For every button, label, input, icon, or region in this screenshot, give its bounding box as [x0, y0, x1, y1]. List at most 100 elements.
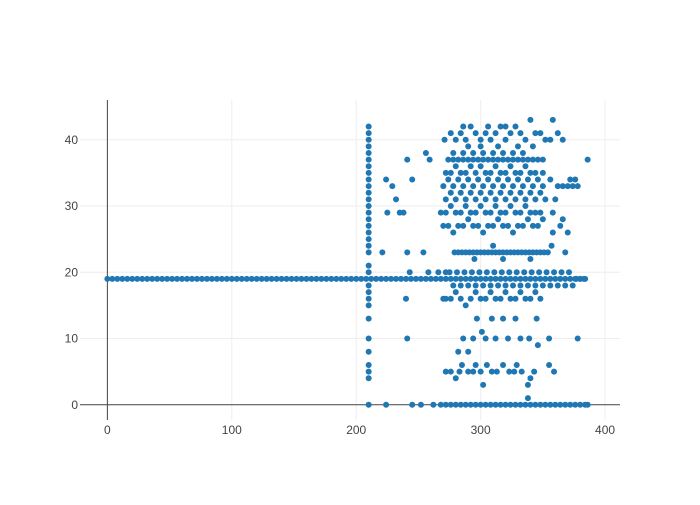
x-tick-label: 0 — [104, 423, 111, 437]
data-point — [243, 275, 250, 282]
data-point — [467, 123, 474, 130]
data-point — [514, 176, 521, 183]
data-point — [559, 183, 566, 190]
data-point — [233, 275, 240, 282]
data-point — [549, 229, 556, 236]
data-point — [440, 183, 447, 190]
data-point — [365, 130, 372, 137]
data-point — [497, 169, 504, 176]
x-tick-labels: 0 100 200 300 400 — [104, 423, 615, 437]
data-point — [537, 275, 544, 282]
data-point — [293, 275, 300, 282]
data-point — [437, 401, 444, 408]
data-point — [500, 315, 507, 322]
data-point — [502, 196, 509, 203]
data-point — [467, 163, 474, 170]
data-point — [512, 196, 519, 203]
data-point — [482, 196, 489, 203]
data-point — [258, 275, 265, 282]
data-point — [507, 203, 514, 210]
data-point — [365, 216, 372, 223]
data-point — [477, 401, 484, 408]
data-point — [442, 295, 449, 302]
data-point — [213, 275, 220, 282]
data-point — [512, 209, 519, 216]
data-point — [442, 401, 449, 408]
data-point — [457, 209, 464, 216]
data-point — [365, 196, 372, 203]
data-point — [457, 169, 464, 176]
data-point — [549, 116, 556, 123]
data-point — [548, 242, 555, 249]
data-point — [485, 222, 492, 229]
data-point — [488, 368, 495, 375]
data-point — [534, 176, 541, 183]
data-point — [119, 275, 126, 282]
data-point — [422, 275, 429, 282]
data-point — [539, 169, 546, 176]
data-point — [480, 381, 487, 388]
data-point — [527, 275, 534, 282]
data-point — [452, 289, 459, 296]
data-point — [442, 275, 449, 282]
data-point — [402, 275, 409, 282]
data-point — [456, 368, 463, 375]
data-point — [558, 269, 565, 276]
data-point — [470, 335, 477, 342]
data-point — [557, 275, 564, 282]
data-point — [338, 275, 345, 282]
data-point — [426, 156, 433, 163]
data-point — [537, 130, 544, 137]
data-point — [467, 189, 474, 196]
data-point — [477, 136, 484, 143]
data-point — [542, 136, 549, 143]
data-point — [472, 289, 479, 296]
data-point — [524, 381, 531, 388]
data-point — [450, 229, 457, 236]
data-point — [393, 196, 400, 203]
data-point — [404, 249, 411, 256]
data-point — [472, 196, 479, 203]
data-point — [522, 163, 529, 170]
data-point — [513, 362, 520, 369]
y-tick-label: 10 — [65, 332, 79, 346]
data-point — [465, 368, 472, 375]
data-point — [505, 176, 512, 183]
data-point — [477, 368, 484, 375]
data-point — [487, 189, 494, 196]
data-point — [465, 156, 472, 163]
data-point — [460, 222, 467, 229]
data-point — [462, 275, 469, 282]
data-point — [422, 150, 429, 157]
data-point — [534, 222, 541, 229]
data-point — [529, 156, 536, 163]
data-point — [358, 275, 365, 282]
data-point — [465, 176, 472, 183]
data-point — [522, 203, 529, 210]
data-point — [502, 401, 509, 408]
data-point — [149, 275, 156, 282]
data-point — [500, 150, 507, 157]
data-point — [509, 150, 516, 157]
data-point — [104, 275, 111, 282]
data-point — [447, 295, 454, 302]
data-point — [198, 275, 205, 282]
data-point — [567, 176, 574, 183]
data-point — [283, 275, 290, 282]
data-point — [477, 295, 484, 302]
data-point — [445, 222, 452, 229]
data-point — [492, 295, 499, 302]
data-point — [505, 222, 512, 229]
data-point — [529, 143, 536, 150]
data-point — [546, 335, 553, 342]
data-point — [509, 156, 516, 163]
data-point — [409, 176, 416, 183]
data-point — [507, 189, 514, 196]
data-point — [437, 209, 444, 216]
data-point — [450, 183, 457, 190]
data-point — [417, 401, 424, 408]
data-point — [497, 123, 504, 130]
data-point — [460, 335, 467, 342]
data-point — [483, 362, 490, 369]
data-point — [492, 130, 499, 137]
